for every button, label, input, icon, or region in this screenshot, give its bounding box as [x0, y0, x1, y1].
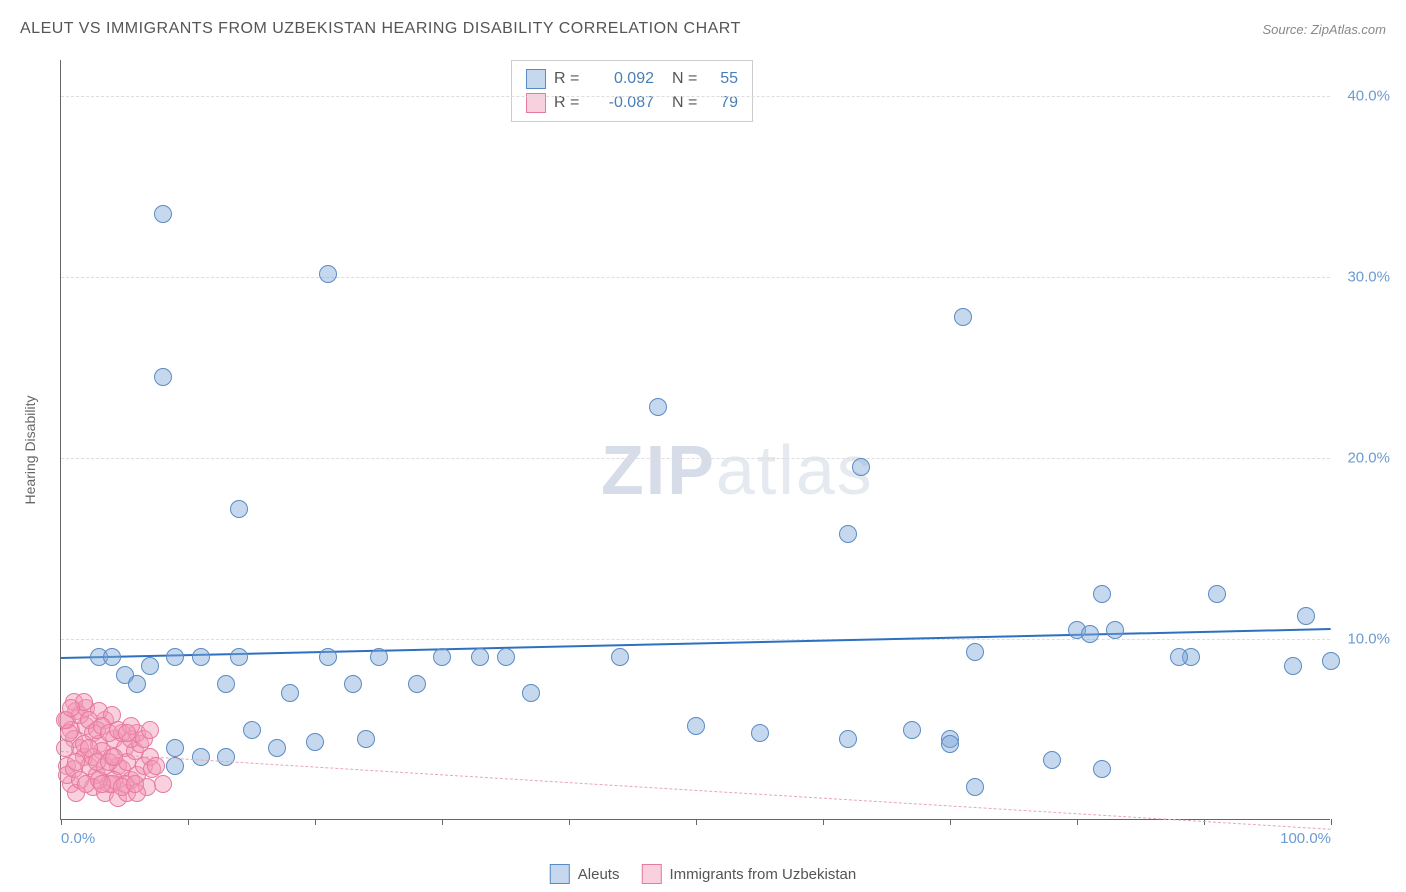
chart-area: Hearing Disability ZIPatlas R = 0.092 N …	[50, 60, 1380, 840]
data-point-aleuts	[1170, 648, 1188, 666]
chart-title: ALEUT VS IMMIGRANTS FROM UZBEKISTAN HEAR…	[20, 20, 741, 38]
legend-swatch-aleuts	[550, 864, 570, 884]
data-point-aleuts	[839, 525, 857, 543]
legend-item-uzbekistan: Immigrants from Uzbekistan	[641, 864, 856, 884]
data-point-aleuts	[154, 205, 172, 223]
data-point-aleuts	[217, 748, 235, 766]
x-tick	[315, 819, 316, 825]
y-tick-label: 40.0%	[1347, 88, 1390, 105]
data-point-aleuts	[522, 684, 540, 702]
data-point-aleuts	[1284, 657, 1302, 675]
legend-label-uzbekistan: Immigrants from Uzbekistan	[669, 866, 856, 883]
grid-line	[61, 639, 1330, 640]
legend-label-aleuts: Aleuts	[578, 866, 620, 883]
x-tick	[696, 819, 697, 825]
data-point-aleuts	[966, 643, 984, 661]
data-point-aleuts	[839, 730, 857, 748]
data-point-aleuts	[903, 721, 921, 739]
stats-swatch-aleuts	[526, 69, 546, 89]
data-point-aleuts	[649, 398, 667, 416]
x-tick	[442, 819, 443, 825]
data-point-uzbekistan	[105, 748, 123, 766]
stats-row-aleuts: R = 0.092 N = 55	[526, 67, 738, 91]
data-point-uzbekistan	[141, 721, 159, 739]
data-point-aleuts	[154, 368, 172, 386]
data-point-aleuts	[1093, 585, 1111, 603]
data-point-aleuts	[497, 648, 515, 666]
data-point-aleuts	[1093, 760, 1111, 778]
x-tick-label: 100.0%	[1280, 830, 1331, 847]
data-point-aleuts	[319, 265, 337, 283]
data-point-aleuts	[1322, 652, 1340, 670]
x-tick	[823, 819, 824, 825]
y-tick-label: 10.0%	[1347, 631, 1390, 648]
x-tick	[1331, 819, 1332, 825]
data-point-aleuts	[230, 500, 248, 518]
watermark: ZIPatlas	[601, 430, 874, 510]
y-tick-label: 30.0%	[1347, 269, 1390, 286]
data-point-aleuts	[941, 735, 959, 753]
grid-line	[61, 458, 1330, 459]
data-point-aleuts	[471, 648, 489, 666]
data-point-aleuts	[611, 648, 629, 666]
stats-row-uzbekistan: R = -0.087 N = 79	[526, 91, 738, 115]
data-point-aleuts	[166, 648, 184, 666]
data-point-aleuts	[306, 733, 324, 751]
data-point-aleuts	[281, 684, 299, 702]
data-point-uzbekistan	[126, 775, 144, 793]
data-point-aleuts	[433, 648, 451, 666]
y-tick-label: 20.0%	[1347, 450, 1390, 467]
grid-line	[61, 96, 1330, 97]
data-point-aleuts	[357, 730, 375, 748]
grid-line	[61, 277, 1330, 278]
x-tick	[1077, 819, 1078, 825]
data-point-aleuts	[128, 675, 146, 693]
data-point-uzbekistan	[67, 753, 85, 771]
data-point-aleuts	[166, 739, 184, 757]
data-point-aleuts	[1106, 621, 1124, 639]
data-point-aleuts	[408, 675, 426, 693]
x-tick	[61, 819, 62, 825]
data-point-aleuts	[751, 724, 769, 742]
data-point-aleuts	[966, 778, 984, 796]
bottom-legend: Aleuts Immigrants from Uzbekistan	[550, 864, 856, 884]
data-point-aleuts	[344, 675, 362, 693]
scatter-plot: ZIPatlas R = 0.092 N = 55 R = -0.087 N =…	[60, 60, 1330, 820]
data-point-uzbekistan	[147, 757, 165, 775]
x-tick	[569, 819, 570, 825]
legend-swatch-uzbekistan	[641, 864, 661, 884]
data-point-aleuts	[192, 748, 210, 766]
x-tick	[950, 819, 951, 825]
trend-line-aleuts	[61, 628, 1331, 659]
y-axis-label: Hearing Disability	[22, 396, 38, 505]
data-point-aleuts	[230, 648, 248, 666]
x-tick-label: 0.0%	[61, 830, 95, 847]
legend-item-aleuts: Aleuts	[550, 864, 620, 884]
source-attribution: Source: ZipAtlas.com	[1262, 22, 1386, 37]
data-point-aleuts	[217, 675, 235, 693]
data-point-aleuts	[268, 739, 286, 757]
data-point-aleuts	[1208, 585, 1226, 603]
data-point-aleuts	[141, 657, 159, 675]
data-point-aleuts	[192, 648, 210, 666]
data-point-aleuts	[1297, 607, 1315, 625]
data-point-aleuts	[1081, 625, 1099, 643]
data-point-aleuts	[687, 717, 705, 735]
data-point-aleuts	[319, 648, 337, 666]
data-point-aleuts	[1043, 751, 1061, 769]
stats-legend-box: R = 0.092 N = 55 R = -0.087 N = 79	[511, 60, 753, 122]
data-point-uzbekistan	[118, 724, 136, 742]
data-point-aleuts	[103, 648, 121, 666]
data-point-uzbekistan	[154, 775, 172, 793]
data-point-aleuts	[370, 648, 388, 666]
data-point-uzbekistan	[93, 775, 111, 793]
data-point-aleuts	[852, 458, 870, 476]
data-point-uzbekistan	[62, 699, 80, 717]
data-point-aleuts	[243, 721, 261, 739]
x-tick	[188, 819, 189, 825]
data-point-aleuts	[954, 308, 972, 326]
